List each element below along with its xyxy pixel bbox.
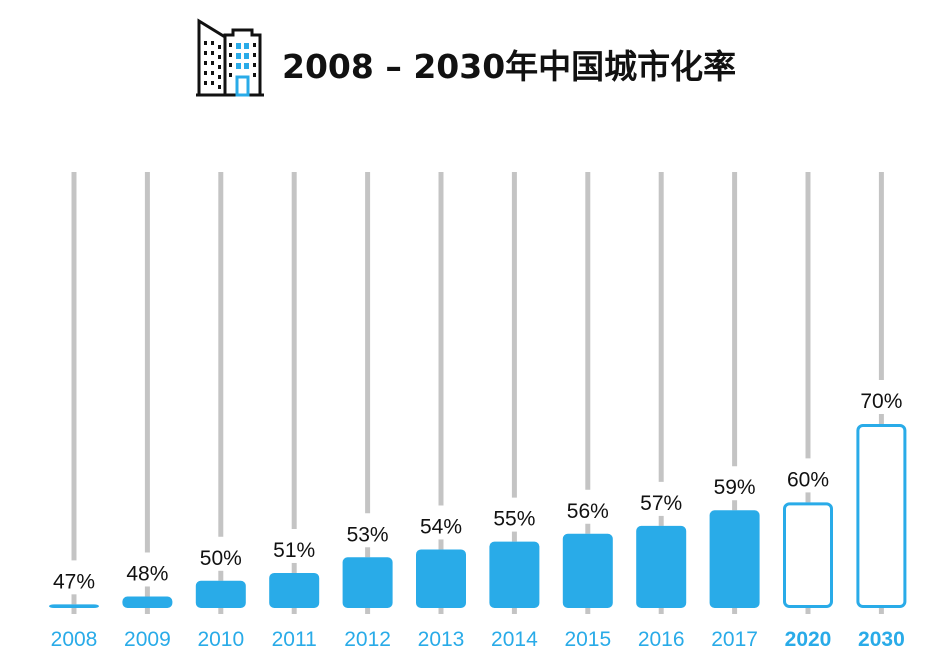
- city-buildings-icon: [196, 18, 264, 97]
- year-label-2010: 2010: [197, 628, 244, 651]
- value-label-2009: 48%: [126, 562, 168, 585]
- year-labels: 2008 2009 2010 2011 2012 2013 2014 2015 2016 2017…: [51, 628, 905, 651]
- value-label-2008: 47%: [53, 570, 95, 593]
- value-label-2030: 70%: [860, 390, 902, 413]
- value-label-2013: 54%: [420, 515, 462, 538]
- value-label-2017: 59%: [714, 476, 756, 499]
- chart-title: 2008 – 2030年中国城市化率: [282, 47, 737, 86]
- bar-2013: [416, 549, 466, 608]
- value-label-2015: 56%: [567, 500, 609, 523]
- value-label-2014: 55%: [493, 508, 535, 531]
- year-label-2012: 2012: [344, 628, 391, 651]
- bar-2011: [269, 572, 320, 608]
- year-label-2008: 2008: [51, 628, 98, 651]
- bar-tracks: [71, 172, 884, 614]
- year-label-2014: 2014: [491, 628, 538, 651]
- bar-2020: [783, 502, 833, 608]
- bar-2030: [856, 424, 907, 608]
- bar-2010: [195, 580, 246, 608]
- bar-2014: [489, 541, 540, 608]
- year-label-2011: 2011: [272, 628, 317, 651]
- bar-2009: [122, 596, 173, 608]
- value-label-2020: 60%: [787, 468, 829, 491]
- chart-header: 2008 – 2030年中国城市化率: [0, 0, 952, 110]
- bar-2015: [562, 533, 613, 608]
- year-label-2020: 2020: [785, 628, 832, 651]
- value-label-2010: 50%: [200, 547, 242, 570]
- year-label-2013: 2013: [418, 628, 465, 651]
- bar-2008: [49, 604, 99, 608]
- year-label-2016: 2016: [638, 628, 685, 651]
- bar-2016: [636, 525, 687, 608]
- year-label-2017: 2017: [711, 628, 758, 651]
- value-labels: 47% 48% 50% 51% 53% 54% 55% 56% 57% 59% 60% 70%: [53, 390, 902, 593]
- year-label-2030: 2030: [858, 628, 905, 651]
- value-label-2016: 57%: [640, 492, 682, 515]
- year-label-2009: 2009: [124, 628, 171, 651]
- bars: [49, 424, 907, 608]
- value-label-2011: 51%: [273, 539, 315, 562]
- value-label-2012: 53%: [347, 523, 389, 546]
- bar-2017: [709, 510, 760, 608]
- year-label-2015: 2015: [564, 628, 611, 651]
- bar-2012: [342, 557, 393, 608]
